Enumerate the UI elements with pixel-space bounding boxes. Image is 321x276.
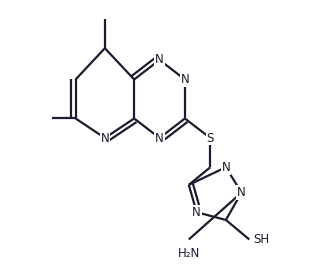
Text: N: N	[100, 131, 109, 145]
Text: H₂N: H₂N	[178, 247, 200, 260]
Text: N: N	[180, 73, 189, 86]
Text: N: N	[221, 161, 230, 174]
Text: SH: SH	[253, 233, 269, 246]
Text: S: S	[207, 131, 214, 145]
Text: N: N	[155, 131, 164, 145]
Text: N: N	[155, 54, 164, 67]
Text: N: N	[237, 186, 246, 199]
Text: N: N	[192, 206, 201, 219]
